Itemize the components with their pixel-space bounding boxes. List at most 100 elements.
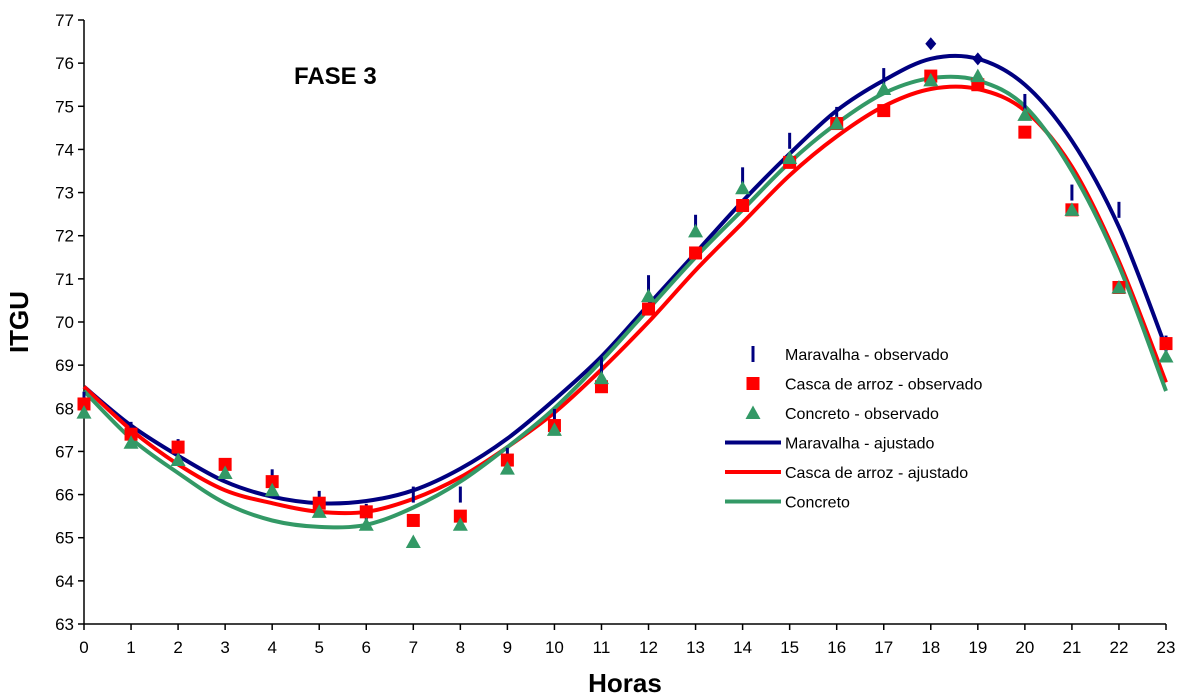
y-tick-label: 68: [55, 399, 74, 418]
x-tick-label: 17: [874, 638, 893, 657]
data-point-series-2: [1111, 279, 1127, 294]
data-point-series-1: [312, 496, 326, 510]
data-point-series-1: [265, 475, 279, 489]
data-point-series-1: [453, 509, 467, 523]
y-tick-label: 74: [55, 140, 74, 159]
y-tick-label: 65: [55, 529, 74, 548]
x-tick-label: 13: [686, 638, 705, 657]
data-point-series-1: [877, 104, 891, 118]
fitted-curves: [82, 53, 1168, 530]
data-point-series-2: [217, 465, 233, 479]
data-point-series-0: [411, 486, 415, 503]
data-point-series-2: [641, 288, 657, 303]
data-point-series-2: [1064, 202, 1080, 216]
data-point-series-0: [552, 408, 556, 425]
chart-annotation: FASE 3: [294, 63, 377, 90]
x-tick-label: 20: [1015, 638, 1034, 657]
data-point-series-2: [688, 223, 704, 238]
legend-marker-swatch: [745, 405, 761, 419]
data-point-series-2: [264, 482, 280, 497]
x-tick-label: 23: [1157, 638, 1176, 657]
data-point-series-1: [500, 453, 514, 467]
x-tick-label: 14: [733, 638, 752, 657]
data-point-series-2: [1017, 107, 1033, 121]
data-point-series-2: [546, 422, 562, 436]
series-line-5: [82, 74, 1168, 530]
data-point-series-0: [1117, 201, 1121, 218]
y-tick-label: 67: [55, 442, 74, 461]
data-point-series-1: [77, 397, 91, 411]
legend-label: Maravalha - ajustado: [785, 436, 935, 453]
data-point-series-0: [1070, 184, 1074, 201]
data-point-series-0: [647, 275, 651, 292]
data-point-series-2: [923, 72, 939, 87]
x-axis-title: Horas: [588, 668, 662, 697]
legend-label: Casca de arroz - observado: [785, 377, 983, 394]
y-tick-label: 64: [55, 572, 74, 591]
x-tick-label: 21: [1062, 638, 1081, 657]
data-point-series-2: [452, 517, 468, 531]
data-point-series-1: [218, 457, 232, 471]
data-point-series-1: [171, 440, 185, 454]
data-point-series-0: [1023, 93, 1027, 110]
data-point-series-1: [124, 427, 138, 441]
data-point-series-0: [925, 37, 937, 51]
x-tick-label: 15: [780, 638, 799, 657]
observed-points: [76, 37, 1174, 549]
data-point-series-0: [741, 167, 745, 184]
x-tick-label: 12: [639, 638, 658, 657]
series-line-3: [82, 53, 1168, 506]
data-point-series-1: [736, 199, 750, 213]
data-point-series-2: [593, 370, 609, 385]
x-tick-label: 8: [456, 638, 465, 657]
x-tick-label: 1: [126, 638, 135, 657]
data-point-series-2: [358, 517, 374, 531]
legend-marker-swatch: [751, 346, 755, 362]
legend: Maravalha - observado Casca de arroz - ob…: [725, 346, 983, 512]
data-point-series-2: [735, 180, 751, 195]
y-tick-label: 71: [55, 270, 74, 289]
x-tick-label: 10: [545, 638, 564, 657]
data-point-series-1: [642, 302, 656, 316]
data-point-series-2: [876, 81, 892, 96]
x-tick-label: 0: [79, 638, 88, 657]
y-tick-label: 73: [55, 184, 74, 203]
legend-marker-swatch: [746, 377, 760, 390]
data-point-series-1: [1159, 337, 1173, 351]
legend-label: Maravalha - observado: [785, 347, 949, 364]
x-tick-label: 22: [1109, 638, 1128, 657]
x-tick-label: 7: [409, 638, 418, 657]
data-point-series-2: [170, 452, 186, 467]
data-point-series-0: [882, 68, 886, 85]
data-point-series-0: [835, 106, 839, 123]
data-point-series-2: [970, 68, 986, 83]
data-point-series-2: [76, 405, 92, 419]
legend-label: Concreto - observado: [785, 406, 939, 423]
data-point-series-2: [499, 461, 515, 475]
x-tick-label: 19: [968, 638, 987, 657]
data-point-series-0: [694, 214, 698, 231]
x-tick-label: 2: [173, 638, 182, 657]
x-tick-label: 16: [827, 638, 846, 657]
x-tick-label: 11: [593, 638, 611, 657]
data-point-series-0: [458, 486, 462, 503]
data-point-series-2: [829, 116, 845, 130]
x-tick-label: 9: [503, 638, 512, 657]
data-point-series-2: [1158, 349, 1174, 363]
data-point-series-1: [1018, 125, 1032, 139]
data-point-series-1: [406, 513, 420, 527]
data-point-series-1: [359, 505, 373, 519]
legend-label: Concreto: [785, 495, 850, 512]
y-tick-label: 66: [55, 486, 74, 505]
x-tick-label: 18: [921, 638, 940, 657]
data-point-series-1: [689, 246, 703, 260]
x-tick-label: 6: [362, 638, 371, 657]
y-tick-label: 77: [55, 11, 74, 30]
data-point-series-0: [599, 357, 603, 374]
legend-label: Casca de arroz - ajustado: [785, 465, 968, 482]
x-tick-label: 4: [267, 638, 276, 657]
data-point-series-0: [972, 52, 984, 66]
